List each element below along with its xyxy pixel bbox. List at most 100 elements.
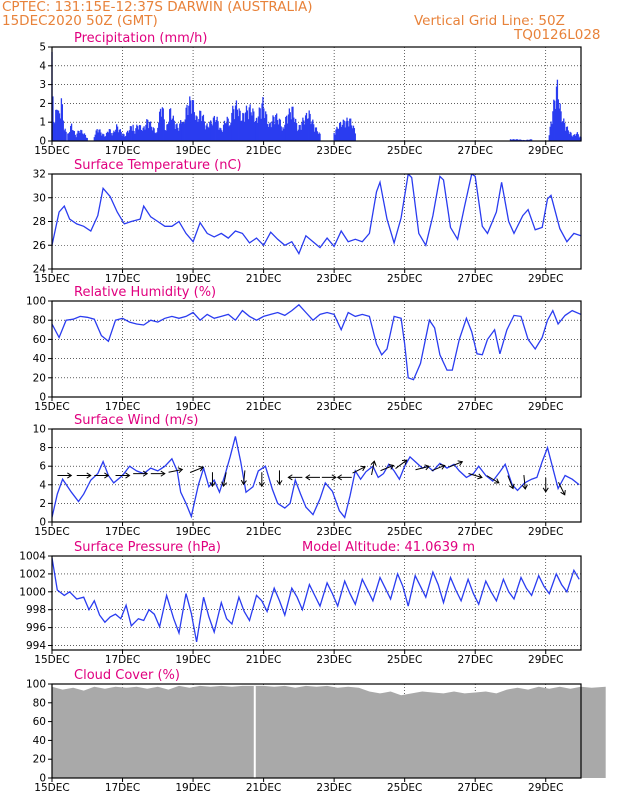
precip-bar <box>354 133 356 141</box>
x-tick-label: 15DEC <box>34 526 69 538</box>
wind-arrow-shaft <box>431 464 445 472</box>
precip-bar <box>309 113 311 141</box>
precip-bar <box>220 128 222 141</box>
wind-arrow-head <box>86 472 92 479</box>
x-tick-label: 19DEC <box>175 526 210 538</box>
precip-bar <box>261 103 263 141</box>
precip-bar <box>52 96 54 141</box>
panel-0 <box>48 46 582 145</box>
wind-arrow-shaft <box>352 466 366 474</box>
precip-bar <box>168 121 170 141</box>
precip-bar <box>212 117 215 141</box>
precip-bar <box>318 132 320 141</box>
precip-bar <box>197 121 199 141</box>
precip-bar <box>510 139 513 141</box>
precip-bar <box>143 126 145 141</box>
y-tick-label: 1002 <box>19 568 46 580</box>
precip-bar <box>99 129 101 141</box>
wind-arrow-shaft <box>468 473 483 478</box>
wind-arrow <box>321 474 337 481</box>
precip-bar <box>200 121 203 141</box>
x-tick-label: 17DEC <box>105 145 140 157</box>
precip-bar <box>236 109 238 141</box>
wind-arrow-head <box>258 481 265 488</box>
precip-bar <box>313 124 315 141</box>
precip-bar <box>550 121 552 141</box>
precip-bar <box>130 126 132 141</box>
precip-bar <box>113 130 115 141</box>
precip-bar <box>554 108 557 141</box>
precip-bar <box>308 110 310 141</box>
precip-bar <box>529 139 531 141</box>
precip-bar <box>278 118 281 141</box>
wind-arrow-head <box>67 472 73 479</box>
precip-bar <box>563 118 565 141</box>
precip-bar <box>561 122 563 141</box>
precip-bar <box>221 130 223 141</box>
x-tick-label: 29DEC <box>528 273 563 285</box>
precip-bar <box>238 108 240 141</box>
precip-bar <box>244 112 247 141</box>
precip-bar <box>251 115 253 141</box>
wind-arrow <box>258 472 265 488</box>
precip-bar <box>191 99 194 141</box>
precip-bar <box>281 130 283 141</box>
precip-bar <box>127 132 130 141</box>
wind-arrow-shaft <box>449 461 463 468</box>
precip-bar <box>58 113 61 141</box>
precip-bar <box>116 126 119 141</box>
precip-bar <box>146 119 148 141</box>
precip-bar <box>84 134 87 141</box>
wind-arrow-head <box>221 481 228 487</box>
precip-bar <box>233 109 235 141</box>
precip-bar <box>117 132 120 141</box>
precip-bar <box>207 126 209 141</box>
precip-bar <box>519 139 522 141</box>
precip-bar <box>280 135 282 141</box>
x-tick-label: 25DEC <box>387 654 422 666</box>
precip-bar <box>196 116 198 141</box>
precip-bar <box>575 133 578 141</box>
precip-bar <box>187 115 189 141</box>
precip-bar <box>232 105 234 141</box>
precip-bar <box>195 115 197 141</box>
panel-title: Relative Humidity (%) <box>74 285 216 300</box>
precip-bar <box>227 118 229 141</box>
precip-bar <box>205 125 207 141</box>
series-line <box>52 303 581 381</box>
precip-bar <box>568 134 570 141</box>
precip-bar <box>112 132 114 141</box>
wind-arrow <box>336 474 352 481</box>
precip-bar <box>224 123 227 141</box>
precip-bar <box>98 129 100 141</box>
wind-arrow-shaft <box>415 465 430 471</box>
precip-bar <box>177 127 179 141</box>
header-date: 15DEC2020 50Z (GMT) <box>2 13 158 29</box>
precip-bar <box>129 126 132 141</box>
y-tick-label: 20 <box>33 754 46 766</box>
precip-bar <box>70 123 73 141</box>
x-tick-label: 27DEC <box>457 273 492 285</box>
x-tick-label: 23DEC <box>316 401 351 413</box>
precip-bar <box>145 124 147 141</box>
wind-arrow <box>507 475 515 490</box>
precip-bar <box>200 110 202 141</box>
precip-bar <box>160 116 163 141</box>
wind-arrow <box>287 474 303 481</box>
precip-bar <box>530 139 532 141</box>
precip-bar <box>247 119 249 141</box>
precip-bar <box>101 135 103 141</box>
precip-bar <box>74 134 76 141</box>
wind-arrow-head <box>424 464 430 471</box>
cloud-cover-area <box>52 685 606 778</box>
wind-arrow-head <box>388 464 395 470</box>
x-tick-label: 23DEC <box>316 273 351 285</box>
precip-bar <box>85 137 87 141</box>
precip-bar <box>79 132 81 141</box>
y-tick-label: 2 <box>39 498 46 510</box>
precip-bar <box>222 131 224 141</box>
precip-bar <box>304 115 307 141</box>
precip-bar <box>202 114 205 141</box>
y-tick-label: 80 <box>33 315 46 327</box>
precip-bar <box>283 128 285 141</box>
